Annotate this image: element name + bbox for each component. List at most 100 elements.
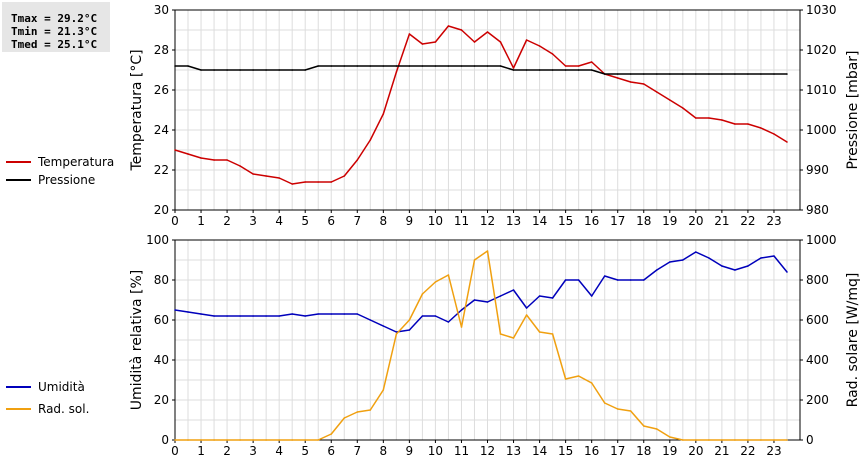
data-point-rad-sol [304,439,307,441]
data-point-temperatura [669,99,671,101]
y-tick-label-left: 26 [154,83,169,97]
data-point-rad-sol [695,439,697,441]
y-tick-label-left: 20 [154,203,169,217]
data-point-umidit [603,275,606,277]
x-tick-label: 17 [610,444,625,458]
x-tick-label: 11 [454,214,469,228]
data-point-pressione [447,65,450,67]
x-tick-label: 4 [275,214,283,228]
data-point-pressione [473,65,476,67]
data-point-pressione [369,65,372,67]
data-point-rad-sol [187,439,189,441]
x-tick-label: 11 [454,444,469,458]
x-tick-label: 1 [197,214,205,228]
data-point-temperatura [473,41,476,43]
x-tick-label: 1 [197,444,205,458]
stats-box: Tmax = 29.2°C Tmin = 21.3°C Tmed = 25.1°… [2,2,110,52]
data-point-temperatura [786,141,788,143]
y-tick-label-left: 20 [154,393,169,407]
data-point-pressione [486,65,489,67]
data-point-temperatura [564,65,567,67]
series-line-rad-sol [175,250,787,441]
series-line-umidit [174,251,788,333]
y-tick-label-left: 28 [154,43,169,57]
data-point-pressione [629,73,632,75]
data-point-temperatura [734,123,736,125]
data-point-temperatura [721,119,723,121]
data-point-temperatura [200,157,202,159]
x-tick-label: 5 [301,444,309,458]
data-point-rad-sol [616,408,619,410]
data-point-rad-sol [278,439,281,441]
data-point-umidit [200,313,202,315]
data-point-rad-sol [239,439,241,441]
x-tick-label: 3 [249,444,257,458]
y-tick-label-left: 22 [154,163,169,177]
data-point-temperatura [656,91,658,93]
data-point-pressione [577,69,580,71]
y-tick-label-right: 1010 [806,83,837,97]
data-point-umidit [408,329,411,331]
x-tick-label: 18 [636,214,651,228]
data-point-pressione [551,69,554,71]
data-point-umidit [629,279,632,281]
data-point-rad-sol [369,409,372,411]
data-point-rad-sol [734,439,736,441]
data-point-temperatura [278,177,281,179]
data-point-rad-sol [643,425,645,427]
data-point-umidit [682,259,684,261]
data-point-temperatura [395,71,398,73]
data-point-pressione [304,69,307,71]
y-tick-label-right: 800 [806,273,829,287]
data-point-rad-sol [356,411,359,413]
data-point-umidit [330,313,333,315]
x-tick-label: 9 [406,214,414,228]
data-point-temperatura [512,67,515,69]
data-point-umidit [656,269,658,271]
data-point-pressione [695,73,697,75]
data-point-umidit [747,265,749,267]
data-point-temperatura [460,29,463,31]
data-point-pressione [317,65,320,67]
data-point-temperatura [265,175,267,177]
data-point-temperatura [486,31,489,33]
data-point-temperatura [174,149,176,151]
data-point-rad-sol [564,378,567,380]
data-point-rad-sol [395,333,398,335]
series-line-pressione [175,65,787,75]
data-point-umidit [525,307,528,309]
x-tick-label: 7 [353,444,361,458]
x-tick-label: 2 [223,444,231,458]
data-point-temperatura [239,165,241,167]
data-point-pressione [174,65,176,67]
data-point-temperatura [369,139,372,141]
data-point-temperatura [643,83,645,85]
humidity-radiation-chart: 0 1 2 3 4 5 6 7 8 9 10 11 12 13 14 15 16 17 18 19 20 21 22 2302… [6,233,860,458]
x-tick-label: 13 [506,214,521,228]
y-tick-label-left: 60 [154,313,169,327]
x-tick-label: 8 [380,444,388,458]
x-tick-label: 22 [740,444,755,458]
data-point-temperatura [356,159,359,161]
data-point-umidit [760,257,762,259]
data-point-temperatura [447,25,450,27]
data-point-pressione [499,65,502,67]
data-point-pressione [721,73,723,75]
x-tick-label: 23 [766,444,781,458]
x-tick-label: 23 [766,214,781,228]
data-point-umidit [187,311,189,313]
data-point-temperatura [213,159,215,161]
tmax-text: Tmax = 29.2°C [11,12,98,25]
data-point-umidit [773,255,775,257]
data-point-rad-sol [291,439,294,441]
data-point-rad-sol [226,439,228,441]
data-point-pressione [200,69,202,71]
x-tick-label: 16 [584,214,599,228]
data-point-rad-sol [317,439,320,441]
x-tick-label: 5 [301,214,309,228]
data-point-umidit [669,261,671,263]
data-point-umidit [708,257,710,259]
data-point-temperatura [760,127,762,129]
y-axis-label-right: Rad. solare [W/mq] [845,273,860,408]
data-point-umidit [395,331,398,333]
